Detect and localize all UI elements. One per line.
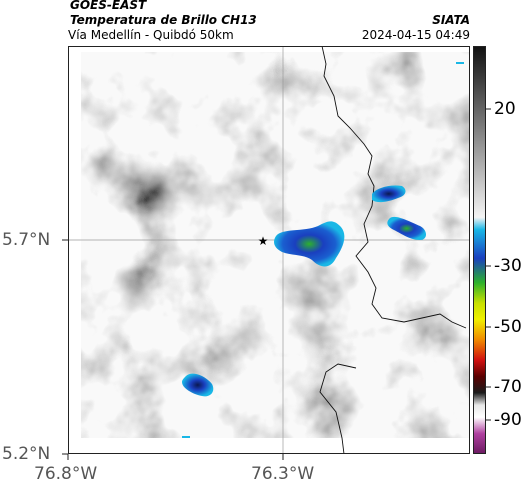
cold-pixel-northeast xyxy=(456,62,464,64)
satellite-name: GOES-EAST xyxy=(70,0,147,12)
y-tick-label-5.7N: 5.7°N xyxy=(2,230,51,250)
cb-label-minus90: -90 xyxy=(494,410,522,430)
datetime-label: 2024-04-15 04:49 xyxy=(361,28,470,42)
map-frame xyxy=(68,46,470,454)
cb-label-minus70: -70 xyxy=(494,377,522,397)
y-tick-label-5.2N: 5.2°N xyxy=(2,444,51,464)
brand-label: SIATA xyxy=(432,13,470,27)
x-tick-label-76.3W: 76.3°W xyxy=(251,464,315,484)
temperature-colorbar xyxy=(473,46,486,454)
admin-boundary-line xyxy=(319,46,467,454)
convective-cell-southwest xyxy=(182,373,214,397)
brightness-temperature-map[interactable]: ★ xyxy=(68,46,470,454)
product-title: Temperatura de Brillo CH13 xyxy=(70,13,257,27)
region-label: Vía Medellín - Quibdó 50km xyxy=(68,28,234,42)
convective-cell-northeast xyxy=(372,185,406,203)
star-marker: ★ xyxy=(258,234,269,248)
cold-pixel-south xyxy=(182,436,190,438)
colorbar-frame xyxy=(473,46,486,454)
convective-cell-east xyxy=(387,216,426,240)
cb-label-minus30: -30 xyxy=(494,256,522,276)
colorbar-gradient xyxy=(473,46,486,454)
cb-label-20: 20 xyxy=(494,99,516,119)
convective-cell-central xyxy=(274,221,345,267)
cb-label-minus50: -50 xyxy=(494,317,522,337)
x-tick-label-76.8W: 76.8°W xyxy=(34,464,98,484)
